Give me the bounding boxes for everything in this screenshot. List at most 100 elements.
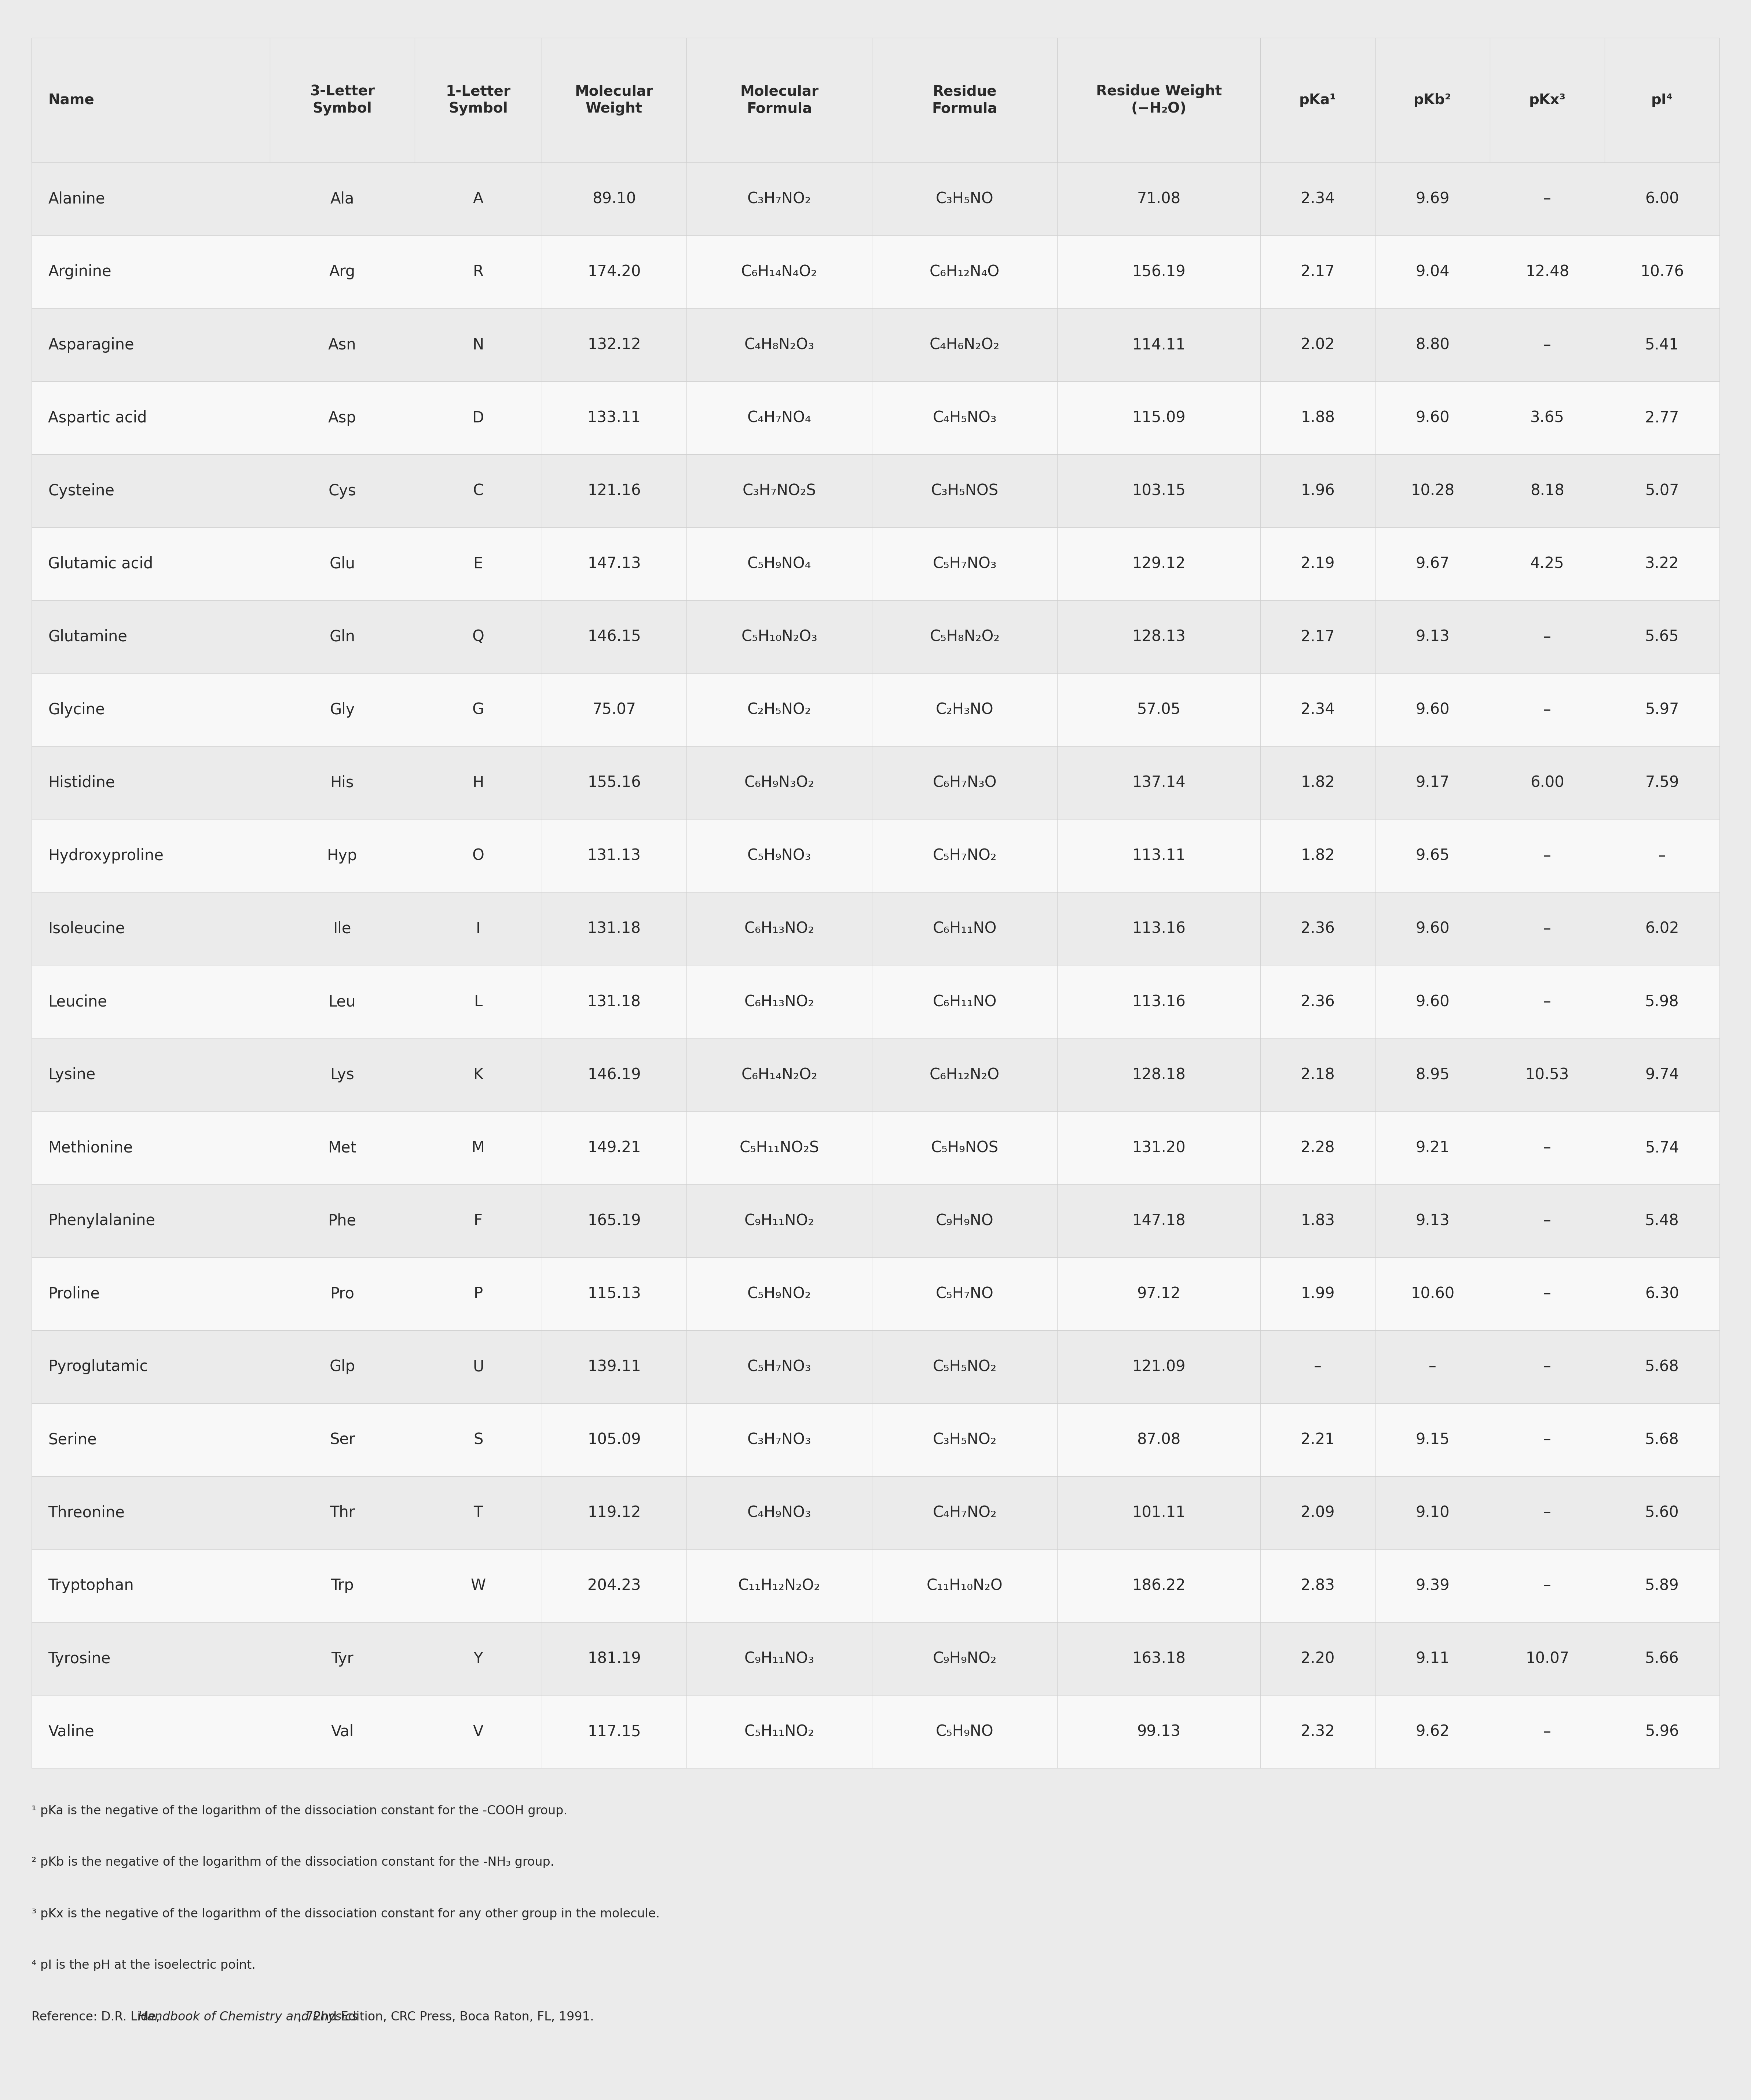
Bar xyxy=(1604,1550,1719,1621)
Bar xyxy=(541,745,686,819)
Bar xyxy=(1058,1550,1261,1621)
Text: Tyrosine: Tyrosine xyxy=(49,1651,110,1667)
Bar xyxy=(270,1695,415,1768)
Bar xyxy=(1058,1403,1261,1476)
Text: 5.66: 5.66 xyxy=(1646,1651,1679,1667)
Bar xyxy=(1490,1550,1604,1621)
Bar xyxy=(541,527,686,601)
Bar xyxy=(32,1403,270,1476)
Text: 5.60: 5.60 xyxy=(1646,1506,1679,1520)
Text: 115.09: 115.09 xyxy=(1133,410,1185,426)
Bar xyxy=(686,454,872,527)
Text: C₁₁H₁₀N₂O: C₁₁H₁₀N₂O xyxy=(926,1577,1003,1594)
Text: 6.30: 6.30 xyxy=(1646,1285,1679,1302)
Bar xyxy=(1604,382,1719,454)
Bar xyxy=(1604,38,1719,162)
Text: Glycine: Glycine xyxy=(49,701,105,718)
Text: H: H xyxy=(473,775,483,790)
Text: 131.13: 131.13 xyxy=(587,848,641,863)
Text: 99.13: 99.13 xyxy=(1136,1724,1180,1739)
Text: 165.19: 165.19 xyxy=(588,1214,641,1228)
Bar xyxy=(1375,1037,1490,1111)
Text: 117.15: 117.15 xyxy=(588,1724,641,1739)
Bar xyxy=(872,819,1058,892)
Text: ² pKb is the negative of the logarithm of the dissociation constant for the -NH₃: ² pKb is the negative of the logarithm o… xyxy=(32,1856,555,1869)
Text: 3-Letter
Symbol: 3-Letter Symbol xyxy=(310,84,375,116)
Bar xyxy=(1604,819,1719,892)
Bar xyxy=(541,1695,686,1768)
Text: 5.07: 5.07 xyxy=(1646,483,1679,498)
Text: –: – xyxy=(1544,630,1551,645)
Text: C₂H₃NO: C₂H₃NO xyxy=(935,701,993,718)
Text: C₃H₇NO₂S: C₃H₇NO₂S xyxy=(742,483,816,498)
Text: Molecular
Weight: Molecular Weight xyxy=(574,84,653,116)
Text: 155.16: 155.16 xyxy=(587,775,641,790)
Text: Gly: Gly xyxy=(329,701,355,718)
Text: Leu: Leu xyxy=(329,993,355,1010)
Text: Hyp: Hyp xyxy=(327,848,357,863)
Bar xyxy=(1604,674,1719,745)
Bar xyxy=(270,527,415,601)
Bar xyxy=(415,162,541,235)
Text: 146.19: 146.19 xyxy=(588,1067,641,1082)
Text: 1.82: 1.82 xyxy=(1301,775,1334,790)
Bar xyxy=(1604,601,1719,674)
Bar xyxy=(541,819,686,892)
Text: 9.60: 9.60 xyxy=(1415,701,1450,718)
Text: 115.13: 115.13 xyxy=(587,1285,641,1302)
Text: Gln: Gln xyxy=(329,630,355,645)
Text: 119.12: 119.12 xyxy=(588,1506,641,1520)
Text: 2.17: 2.17 xyxy=(1301,630,1334,645)
Bar xyxy=(270,1258,415,1329)
Text: 10.76: 10.76 xyxy=(1641,265,1684,279)
Bar xyxy=(415,966,541,1037)
Text: 1.96: 1.96 xyxy=(1301,483,1334,498)
Text: C₃H₇NO₃: C₃H₇NO₃ xyxy=(748,1432,811,1447)
Text: 75.07: 75.07 xyxy=(592,701,636,718)
Bar xyxy=(32,601,270,674)
Bar xyxy=(1604,1258,1719,1329)
Text: Proline: Proline xyxy=(49,1285,100,1302)
Bar xyxy=(1375,1403,1490,1476)
Bar xyxy=(541,309,686,382)
Bar xyxy=(32,454,270,527)
Bar xyxy=(1058,1184,1261,1258)
Text: 10.28: 10.28 xyxy=(1411,483,1455,498)
Bar xyxy=(686,1403,872,1476)
Text: C₆H₁₃NO₂: C₆H₁₃NO₂ xyxy=(744,993,814,1010)
Bar xyxy=(1261,527,1375,601)
Bar xyxy=(1058,235,1261,309)
Text: Tyr: Tyr xyxy=(331,1651,354,1667)
Bar xyxy=(1604,745,1719,819)
Bar xyxy=(1058,745,1261,819)
Bar xyxy=(1058,892,1261,966)
Text: Lysine: Lysine xyxy=(49,1067,96,1082)
Bar xyxy=(1375,527,1490,601)
Bar xyxy=(686,1111,872,1184)
Text: –: – xyxy=(1544,1506,1551,1520)
Text: 6.00: 6.00 xyxy=(1646,191,1679,206)
Text: 9.10: 9.10 xyxy=(1415,1506,1450,1520)
Bar xyxy=(1261,1111,1375,1184)
Text: 5.65: 5.65 xyxy=(1646,630,1679,645)
Text: 2.32: 2.32 xyxy=(1301,1724,1334,1739)
Text: –: – xyxy=(1544,1577,1551,1594)
Text: 147.18: 147.18 xyxy=(1133,1214,1185,1228)
Bar xyxy=(686,527,872,601)
Text: pI⁴: pI⁴ xyxy=(1651,92,1672,107)
Bar xyxy=(1490,1329,1604,1403)
Bar xyxy=(270,601,415,674)
Text: 10.53: 10.53 xyxy=(1525,1067,1569,1082)
Text: 5.48: 5.48 xyxy=(1646,1214,1679,1228)
Text: C₅H₁₀N₂O₃: C₅H₁₀N₂O₃ xyxy=(741,630,818,645)
Text: Trp: Trp xyxy=(331,1577,354,1594)
Text: pKx³: pKx³ xyxy=(1529,92,1565,107)
Bar xyxy=(686,1695,872,1768)
Text: Residue Weight
(−H₂O): Residue Weight (−H₂O) xyxy=(1096,84,1222,116)
Text: –: – xyxy=(1544,1724,1551,1739)
Bar xyxy=(1604,309,1719,382)
Bar xyxy=(1604,1184,1719,1258)
Text: ¹ pKa is the negative of the logarithm of the dissociation constant for the -COO: ¹ pKa is the negative of the logarithm o… xyxy=(32,1804,567,1816)
Bar xyxy=(1375,1258,1490,1329)
Bar xyxy=(270,235,415,309)
